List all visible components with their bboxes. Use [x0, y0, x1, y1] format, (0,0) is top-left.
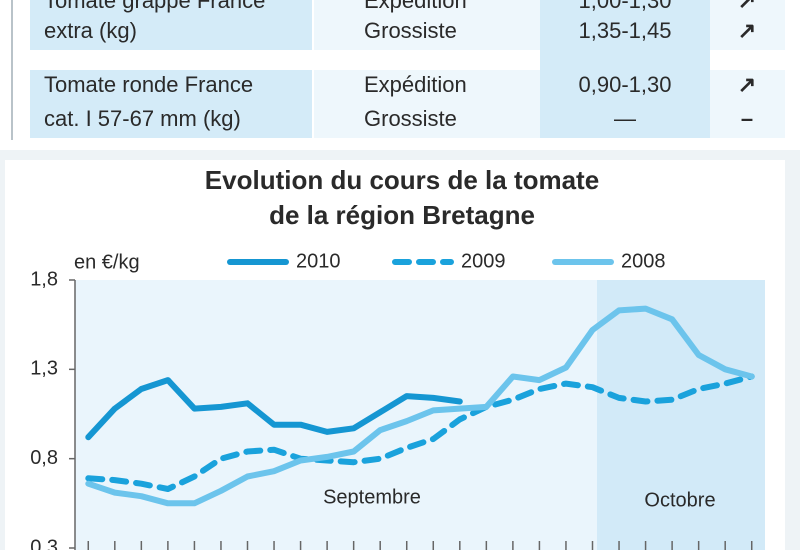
- price: 1,00-1,30: [579, 0, 672, 13]
- trend: ↗: [738, 0, 756, 13]
- cell: [710, 70, 785, 138]
- series-line: [85, 377, 463, 441]
- price: —: [614, 106, 636, 131]
- trend: –: [741, 106, 753, 131]
- chart-title: Evolution du cours de la tomate: [205, 165, 599, 195]
- price: 0,90-1,30: [579, 72, 672, 97]
- legend-label: 2009: [461, 250, 506, 272]
- cell: [540, 0, 710, 138]
- market: Grossiste: [364, 18, 457, 43]
- annotation: Octobre: [644, 489, 715, 511]
- price: 1,35-1,45: [579, 18, 672, 43]
- market: Grossiste: [364, 106, 457, 131]
- y-tick-label: 1,8: [30, 268, 58, 290]
- table: Tomate grappe France Expédition 1,00-1,30 ↗…: [44, 0, 756, 131]
- product: Tomate grappe France: [44, 0, 265, 13]
- series-line: [85, 305, 755, 507]
- cell: [710, 0, 785, 50]
- cell: [314, 0, 540, 50]
- y-tick-label: 0,3: [30, 536, 58, 550]
- product: Tomate ronde France: [44, 72, 253, 97]
- annotation: Septembre: [323, 486, 421, 508]
- chart-title: de la région Bretagne: [269, 200, 535, 230]
- trend: ↗: [738, 72, 756, 97]
- y-tick-label: 0,8: [30, 447, 58, 469]
- product: cat. I 57-67 mm (kg): [44, 106, 241, 131]
- market: Expédition: [364, 72, 467, 97]
- legend-label: 2008: [621, 250, 666, 272]
- legend-label: 2010: [296, 250, 341, 272]
- axis-label: en €/kg: [74, 251, 140, 273]
- cell: [314, 70, 540, 138]
- series-line: [85, 373, 755, 492]
- october-band: [597, 280, 765, 550]
- cell: [30, 0, 312, 50]
- market: Expédition: [364, 0, 467, 13]
- plot: 0,3 0,8 1,3 1,8 Septembre Octobre 2010 2009 2008: [30, 250, 755, 550]
- product: extra (kg): [44, 18, 137, 43]
- y-tick-label: 1,3: [30, 358, 58, 380]
- cell: [30, 70, 312, 138]
- trend: ↗: [738, 18, 756, 43]
